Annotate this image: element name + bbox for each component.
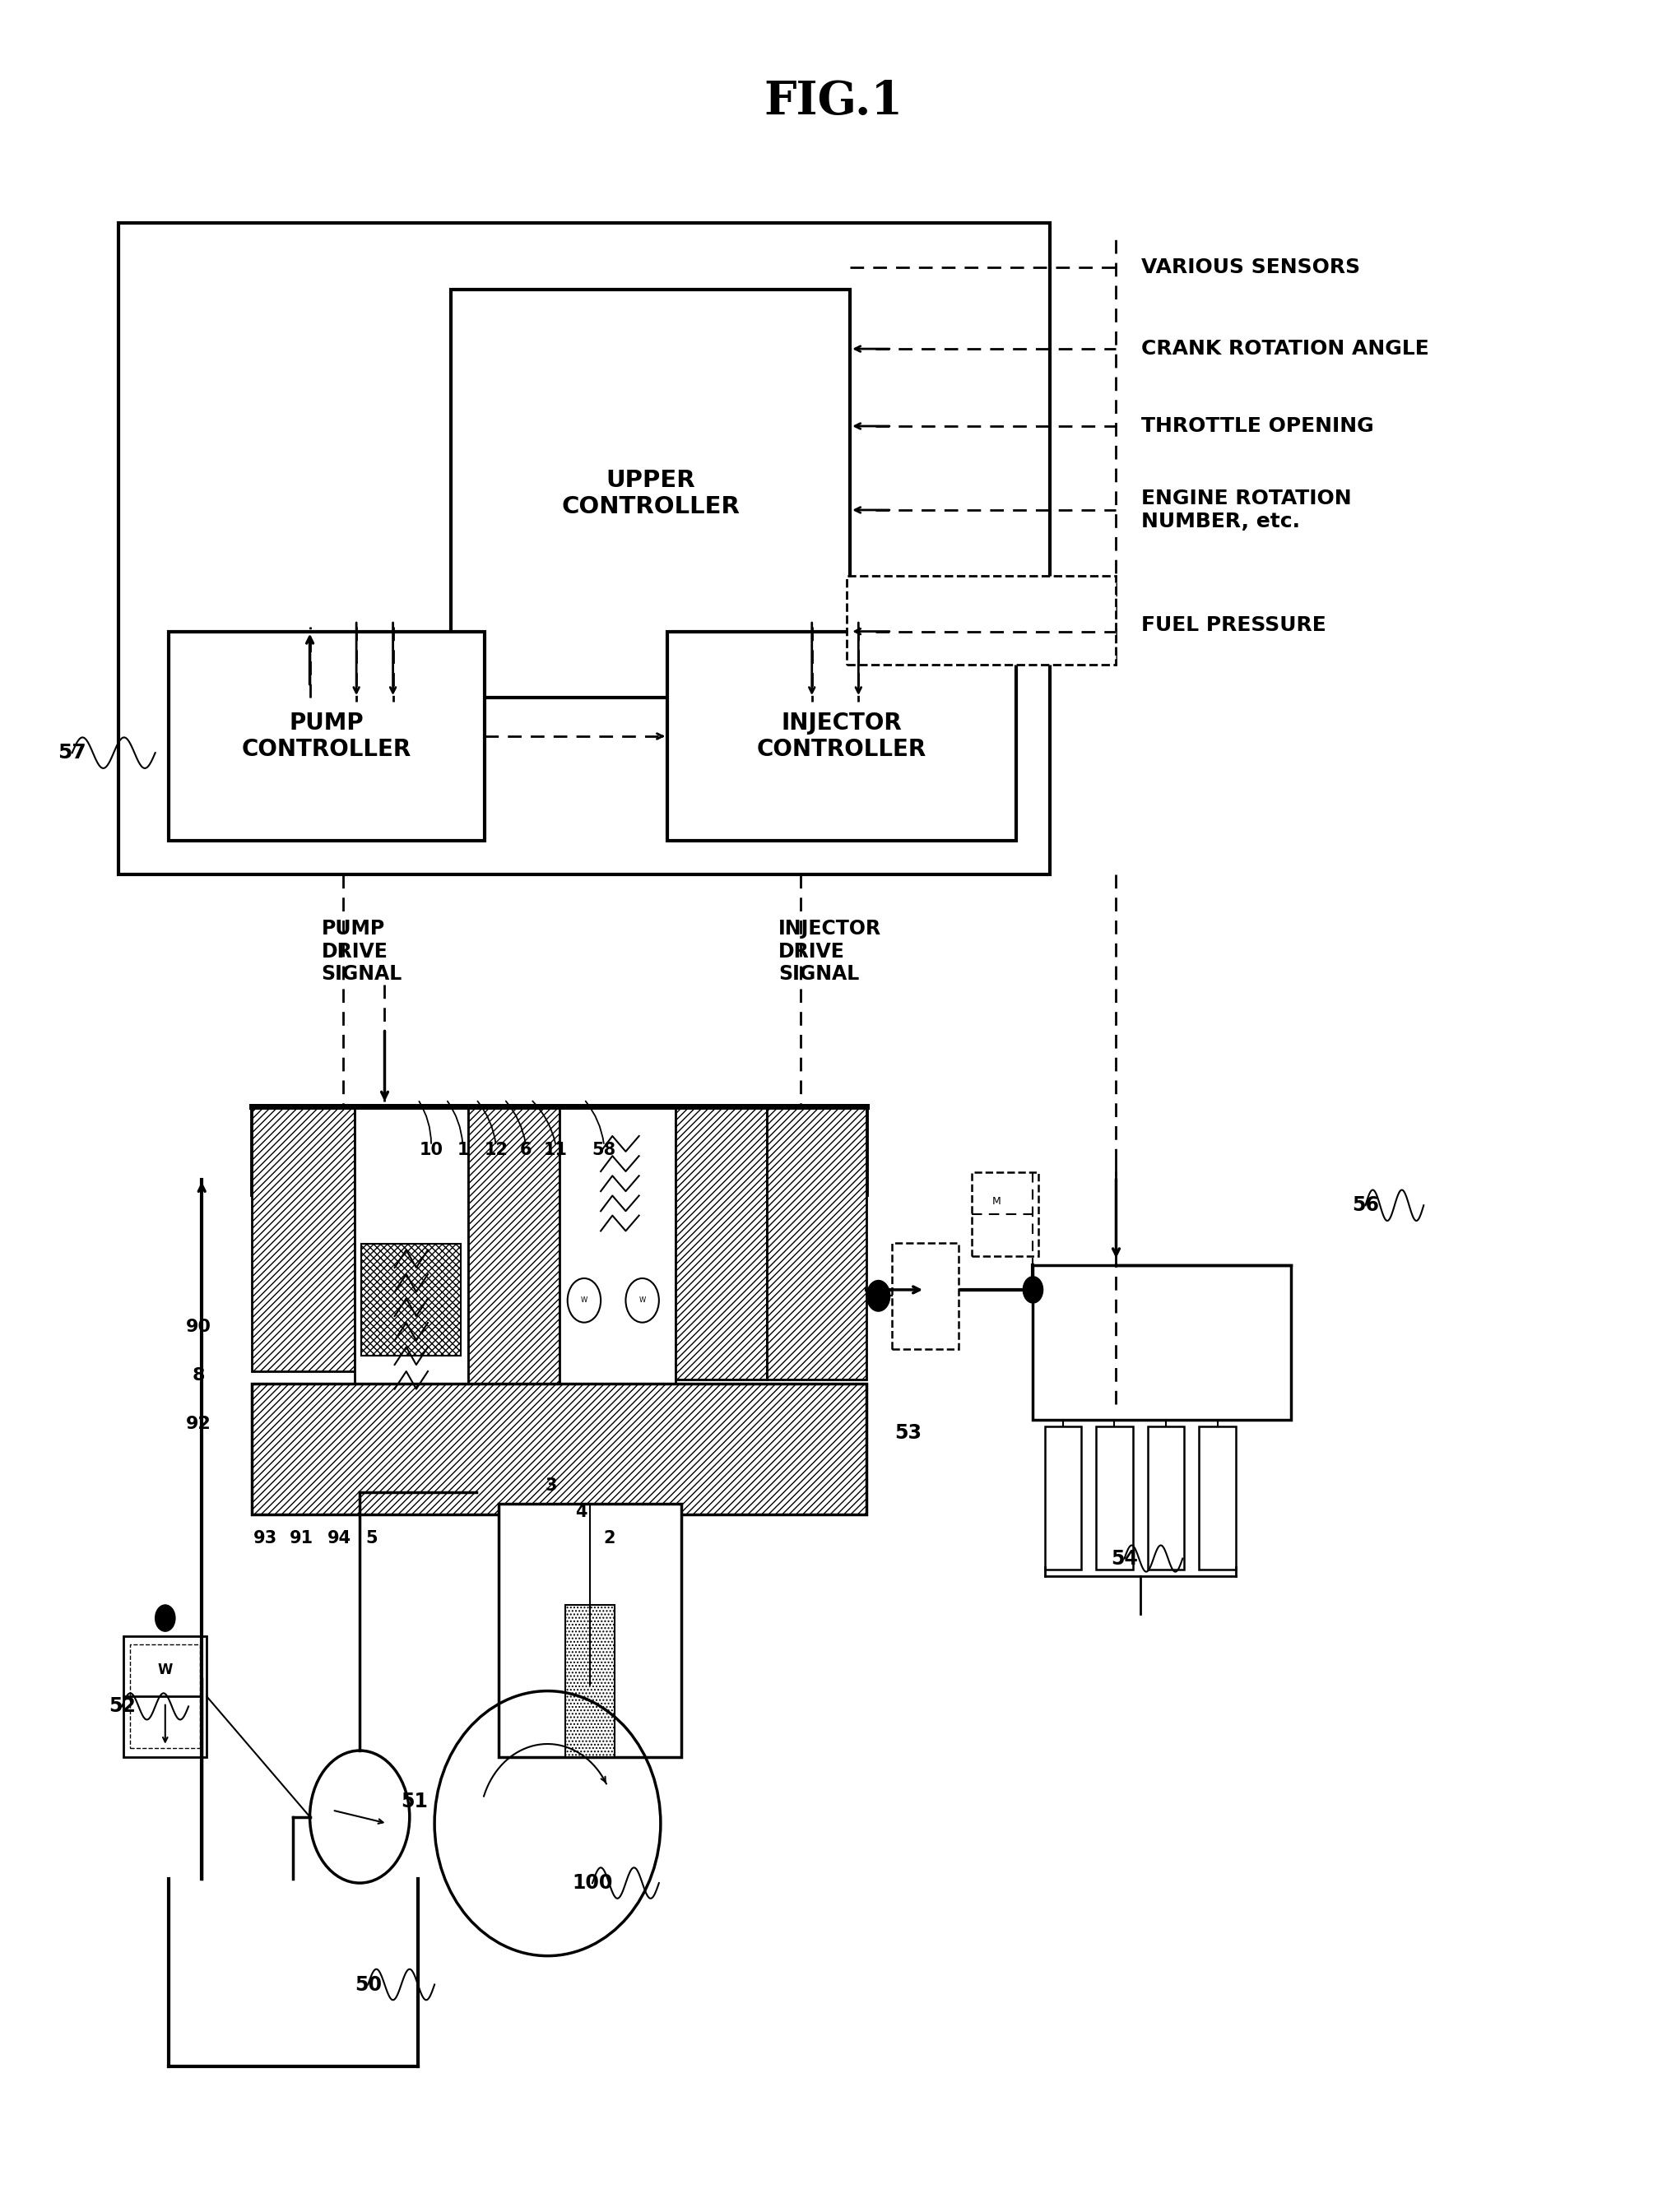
Text: FUEL PRESSURE: FUEL PRESSURE [1140,615,1325,635]
Text: 53: 53 [895,1422,922,1442]
Bar [362,1243,462,1356]
Text: PUMP
DRIVE
SIGNAL: PUMP DRIVE SIGNAL [322,918,402,984]
Bar [565,1606,615,1756]
Text: 50: 50 [355,1975,382,1995]
Bar [498,1504,682,1756]
Bar [847,575,1117,664]
Bar [892,1243,959,1349]
Text: ENGINE ROTATION
NUMBER, etc.: ENGINE ROTATION NUMBER, etc. [1140,489,1352,531]
Bar [675,1106,767,1380]
Circle shape [155,1606,175,1632]
Text: W: W [580,1296,587,1305]
Bar [355,1106,468,1400]
Bar [1097,1427,1134,1571]
Text: THROTTLE OPENING: THROTTLE OPENING [1140,416,1374,436]
Text: 10: 10 [420,1141,443,1159]
Bar [452,290,850,697]
Bar [558,1106,675,1385]
Text: 93: 93 [253,1531,277,1546]
Text: FIG.1: FIG.1 [763,80,904,124]
Text: W: W [158,1663,173,1677]
Text: 52: 52 [108,1697,135,1717]
Text: VARIOUS SENSORS: VARIOUS SENSORS [1140,257,1360,276]
Bar [118,223,1050,874]
Text: 54: 54 [1110,1548,1139,1568]
Text: INJECTOR
CONTROLLER: INJECTOR CONTROLLER [757,712,927,761]
Circle shape [867,1281,890,1312]
Text: INJECTOR
DRIVE
SIGNAL: INJECTOR DRIVE SIGNAL [778,918,882,984]
Bar [252,1385,867,1515]
Text: 6: 6 [520,1141,532,1159]
Text: 94: 94 [328,1531,352,1546]
Text: 90: 90 [185,1318,212,1336]
Bar [468,1106,558,1391]
Text: 3: 3 [545,1478,557,1493]
Text: 1: 1 [457,1141,468,1159]
Text: W: W [638,1296,645,1305]
Text: CRANK ROTATION ANGLE: CRANK ROTATION ANGLE [1140,338,1429,358]
Text: 91: 91 [290,1531,313,1546]
Text: PUMP
CONTROLLER: PUMP CONTROLLER [242,712,412,761]
Bar [1147,1427,1184,1571]
Text: 57: 57 [58,743,87,763]
Bar [1045,1427,1082,1571]
Text: 4: 4 [575,1504,587,1520]
Bar [1199,1427,1235,1571]
Text: 51: 51 [402,1792,428,1812]
Bar [767,1106,867,1380]
Bar [168,630,485,841]
Text: 100: 100 [572,1874,613,1893]
Text: UPPER
CONTROLLER: UPPER CONTROLLER [562,469,740,518]
Circle shape [1024,1276,1044,1303]
Text: 12: 12 [483,1141,508,1159]
Bar [130,1644,200,1747]
Bar [123,1637,207,1756]
Text: 11: 11 [543,1141,568,1159]
Text: 58: 58 [592,1141,617,1159]
Text: 8: 8 [192,1367,205,1382]
Text: 92: 92 [185,1416,212,1431]
Text: 2: 2 [603,1531,615,1546]
Bar [1034,1265,1290,1420]
Bar [667,630,1017,841]
Bar [972,1172,1039,1256]
Text: M: M [992,1197,1000,1208]
Text: 56: 56 [1352,1194,1379,1214]
Bar [252,1106,355,1371]
Text: 5: 5 [365,1531,377,1546]
